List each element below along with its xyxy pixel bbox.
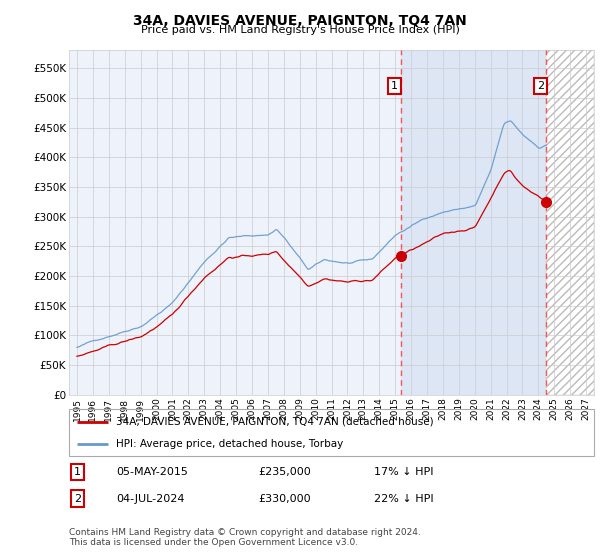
Text: 17% ↓ HPI: 17% ↓ HPI bbox=[373, 467, 433, 477]
Text: Price paid vs. HM Land Registry's House Price Index (HPI): Price paid vs. HM Land Registry's House … bbox=[140, 25, 460, 35]
Text: £330,000: £330,000 bbox=[258, 493, 311, 503]
Text: 1: 1 bbox=[391, 81, 398, 91]
Text: 2: 2 bbox=[74, 493, 82, 503]
Text: Contains HM Land Registry data © Crown copyright and database right 2024.
This d: Contains HM Land Registry data © Crown c… bbox=[69, 528, 421, 547]
Text: 22% ↓ HPI: 22% ↓ HPI bbox=[373, 493, 433, 503]
Text: 1: 1 bbox=[74, 467, 81, 477]
Bar bbox=[546, 50, 594, 395]
Bar bbox=[401, 50, 546, 395]
Text: 34A, DAVIES AVENUE, PAIGNTON, TQ4 7AN (detached house): 34A, DAVIES AVENUE, PAIGNTON, TQ4 7AN (d… bbox=[116, 417, 434, 427]
Text: 2: 2 bbox=[537, 81, 544, 91]
Text: 34A, DAVIES AVENUE, PAIGNTON, TQ4 7AN: 34A, DAVIES AVENUE, PAIGNTON, TQ4 7AN bbox=[133, 14, 467, 28]
Text: 05-MAY-2015: 05-MAY-2015 bbox=[116, 467, 188, 477]
Text: HPI: Average price, detached house, Torbay: HPI: Average price, detached house, Torb… bbox=[116, 438, 343, 449]
Text: 04-JUL-2024: 04-JUL-2024 bbox=[116, 493, 185, 503]
Text: £235,000: £235,000 bbox=[258, 467, 311, 477]
